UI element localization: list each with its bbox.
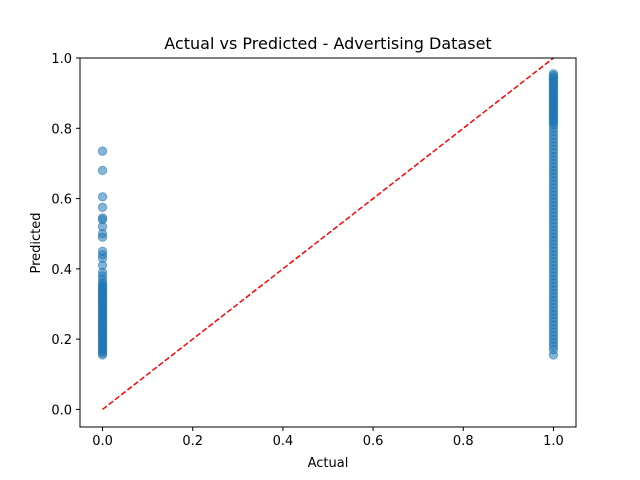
data-point	[97, 192, 108, 202]
data-point	[548, 350, 559, 360]
y-tick-label: 0.2	[51, 333, 72, 348]
data-point	[97, 146, 108, 156]
y-tick-label: 0.4	[51, 263, 72, 278]
y-axis: 0.0 0.2 0.4 0.6 0.8 1.0	[51, 52, 80, 418]
chart-title: Actual vs Predicted - Advertising Datase…	[164, 34, 491, 53]
y-tick-label: 0.0	[51, 403, 72, 418]
data-point	[97, 165, 108, 176]
x-tick-label: 0.4	[273, 434, 294, 449]
x-axis-label: Actual	[308, 456, 349, 471]
plot-area	[97, 57, 559, 411]
data-point	[97, 202, 108, 213]
x-tick-label: 1.0	[543, 434, 564, 449]
data-point	[97, 350, 108, 360]
x-axis: 0.0 0.2 0.4 0.6 0.8 1.0	[92, 427, 564, 449]
x-tick-label: 0.0	[92, 434, 113, 449]
y-axis-label: Predicted	[29, 212, 44, 273]
x-tick-label: 0.2	[182, 434, 203, 449]
y-tick-label: 0.6	[51, 193, 72, 208]
axes-frame	[79, 57, 577, 428]
y-tick-label: 0.8	[51, 122, 72, 137]
reference-line	[102, 57, 554, 411]
x-tick-label: 0.8	[453, 434, 474, 449]
y-tick-label: 1.0	[51, 52, 72, 67]
x-tick-label: 0.6	[363, 434, 384, 449]
data-point	[97, 232, 108, 242]
